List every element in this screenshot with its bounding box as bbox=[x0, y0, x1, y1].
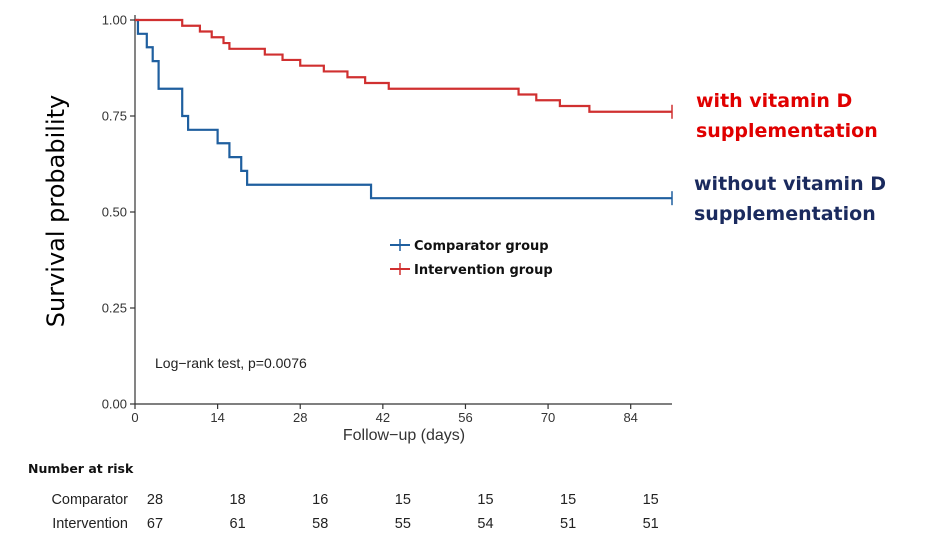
x-tick-label: 56 bbox=[458, 410, 472, 425]
survival-curves bbox=[135, 18, 673, 206]
x-tick-label: 42 bbox=[376, 410, 390, 425]
side-label-without-line2: supplementation bbox=[694, 203, 876, 225]
risk-row-label-comparator: Comparator bbox=[51, 492, 128, 508]
y-tick-label: 0.25 bbox=[102, 301, 127, 316]
x-tick-label: 28 bbox=[293, 410, 307, 425]
risk-row-label-intervention: Intervention bbox=[52, 516, 128, 532]
risk-value-intervention: 61 bbox=[230, 516, 246, 532]
y-axis-title: Survival probability bbox=[42, 95, 70, 327]
risk-value-comparator: 18 bbox=[230, 492, 246, 508]
legend: Comparator group Intervention group bbox=[390, 239, 553, 278]
side-label-with-line1: with vitamin D bbox=[696, 90, 852, 112]
x-tick-label: 70 bbox=[541, 410, 555, 425]
risk-value-intervention: 51 bbox=[560, 516, 576, 532]
legend-label-comparator: Comparator group bbox=[414, 239, 549, 254]
log-rank-annotation: Log−rank test, p=0.0076 bbox=[155, 355, 307, 371]
y-tick-label: 0.75 bbox=[102, 109, 127, 124]
legend-item-intervention: Intervention group bbox=[390, 263, 553, 278]
survival-curve-comparator bbox=[135, 18, 672, 200]
legend-label-intervention: Intervention group bbox=[414, 263, 553, 278]
x-tick-label: 84 bbox=[623, 410, 637, 425]
risk-table-title: Number at risk bbox=[28, 461, 134, 476]
legend-item-comparator: Comparator group bbox=[390, 239, 549, 254]
risk-value-intervention: 55 bbox=[395, 516, 411, 532]
risk-value-comparator: 15 bbox=[477, 492, 493, 508]
risk-table-values: 28 18 16 15 15 15 15 67 61 58 55 54 51 51 bbox=[147, 492, 659, 532]
y-ticks: 0.00 0.25 0.50 0.75 1.00 bbox=[102, 13, 135, 412]
risk-value-intervention: 51 bbox=[643, 516, 659, 532]
y-tick-label: 1.00 bbox=[102, 13, 127, 28]
risk-value-intervention: 58 bbox=[312, 516, 328, 532]
risk-value-comparator: 15 bbox=[395, 492, 411, 508]
x-tick-label: 0 bbox=[131, 410, 138, 425]
y-tick-label: 0.50 bbox=[102, 205, 127, 220]
risk-value-comparator: 28 bbox=[147, 492, 163, 508]
side-label-with-line2: supplementation bbox=[696, 120, 878, 142]
side-label-without-line1: without vitamin D bbox=[694, 173, 886, 195]
x-tick-label: 14 bbox=[210, 410, 224, 425]
risk-value-intervention: 67 bbox=[147, 516, 163, 532]
x-axis-title: Follow−up (days) bbox=[343, 427, 465, 444]
y-tick-label: 0.00 bbox=[102, 397, 127, 412]
risk-value-comparator: 16 bbox=[312, 492, 328, 508]
x-ticks: 0 14 28 42 56 70 84 bbox=[131, 404, 638, 425]
risk-value-comparator: 15 bbox=[643, 492, 659, 508]
risk-value-comparator: 15 bbox=[560, 492, 576, 508]
risk-value-intervention: 54 bbox=[477, 516, 493, 532]
survival-curve-intervention bbox=[135, 18, 672, 113]
